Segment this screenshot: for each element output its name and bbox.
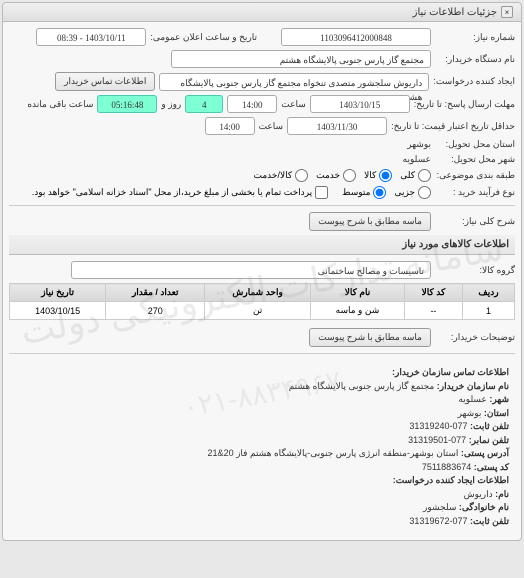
public-time-label: تاریخ و ساعت اعلان عمومی: [150,32,257,43]
panel-header: × جزئیات اطلاعات نیاز [3,3,521,22]
cell-row: 1 [463,302,515,320]
radio-kala-khedmat[interactable]: کالا/خدمت [254,169,309,182]
group-field: تاسیسات و مصالح ساختمانی [71,261,431,279]
cell-date: 1403/10/15 [10,302,106,320]
th-qty: تعداد / مقدار [106,284,205,302]
process-radio-group: جزیی متوسط [342,186,431,199]
lname-label: نام خانوادگی: [459,502,509,512]
valid-time-label: ساعت [259,121,284,132]
name-label: نام: [495,489,509,499]
valid-time-field: 14:00 [205,117,255,135]
public-time-field: 1403/10/11 - 08:39 [36,28,146,46]
remain-label: ساعت باقی مانده [27,99,93,110]
city-label: شهر: [489,394,509,404]
deadline-date-field: 1403/10/15 [310,95,410,113]
deadline-time-label: ساعت [281,99,306,110]
deliver-state-value: بوشهر [407,139,431,150]
radio-all[interactable]: کلی [400,169,431,182]
details-panel: × جزئیات اطلاعات نیاز شماره نیاز: 110309… [2,2,522,541]
th-row: ردیف [463,284,515,302]
process-label: نوع فرآیند خرید : [435,187,515,198]
category-label: طبقه بندی موضوعی: [435,170,515,181]
group-label: گروه کالا: [435,265,515,276]
cell-qty: 270 [106,302,205,320]
cphone-value: 077-31319672 [409,516,467,526]
buyer-note-button[interactable]: ماسه مطابق با شرح پیوست [309,328,431,347]
contact-button[interactable]: اطلاعات تماس خریدار [55,72,155,91]
days-label: روز و [161,99,181,110]
deadline-time-field: 14:00 [227,95,277,113]
cell-name: شن و ماسه [311,302,405,320]
deadline-to-label: مهلت ارسال پاسخ: تا تاریخ: [414,99,515,110]
fax-label: تلفن نمابر: [469,435,509,445]
items-section-title: اطلاعات کالاهای مورد نیاز [9,235,515,255]
valid-date-field: 1403/11/30 [287,117,387,135]
post-label: کد پستی: [474,462,509,472]
addr-label: آدرس پستی: [461,448,509,458]
cphone-label: تلفن ثابت: [470,516,509,526]
valid-to-label: حداقل تاریخ اعتبار قیمت: تا تاریخ: [391,121,515,132]
buyer-note-label: توضیحات خریدار: [435,332,515,343]
phone-value: 077-31319240 [409,421,467,431]
post-value: 7511883674 [422,462,471,472]
city-value: عسلویه [458,394,486,404]
cell-unit: تن [205,302,311,320]
creator-title: اطلاعات ایجاد کننده درخواست: [393,475,509,485]
creator-field: داریوش سلجشور متصدی تنخواه مجتمع گاز پار… [159,73,429,91]
addr-value: استان بوشهر-منطقه انرژی پارس جنوبی-پالای… [208,448,459,458]
buyer-field: مجتمع گاز پارس جنوبی پالایشگاه هشتم [171,50,431,68]
org-value: مجتمع گاز پارس جنوبی پالایشگاه هشتم [289,381,435,391]
table-row[interactable]: 1 -- شن و ماسه تن 270 1403/10/15 [10,302,515,320]
fax-value: 077-31319501 [408,435,466,445]
contact-title: اطلاعات تماس سازمان خریدار: [392,367,509,377]
lname-value: سلجشور [423,502,456,512]
niaz-no-field: 1103096412000848 [281,28,431,46]
deliver-city-label: شهر محل تحویل: [435,154,515,165]
need-title-label: شرح کلی نیاز: [435,216,515,227]
state-label: استان: [484,408,509,418]
panel-title: جزئیات اطلاعات نیاز [413,7,497,18]
table-header-row: ردیف کد کالا نام کالا واحد شمارش تعداد /… [10,284,515,302]
deliver-city-value: عسلویه [403,154,431,165]
radio-medium[interactable]: متوسط [342,186,386,199]
state-value: بوشهر [458,408,482,418]
radio-kala[interactable]: کالا [364,169,392,182]
items-table: ردیف کد کالا نام کالا واحد شمارش تعداد /… [9,283,515,320]
collapse-icon[interactable]: × [501,6,513,18]
radio-small[interactable]: جزیی [394,186,431,199]
category-radio-group: کلی کالا خدمت کالا/خدمت [254,169,432,182]
name-value: داریوش [464,489,493,499]
checkbox-treasury[interactable]: پرداخت تمام یا بخشی از مبلغ خرید،از محل … [32,186,328,199]
creator-label: ایجاد کننده درخواست: [433,76,515,87]
radio-khedmat[interactable]: خدمت [316,169,356,182]
th-date: تاریخ نیاز [10,284,106,302]
niaz-no-label: شماره نیاز: [435,32,515,43]
th-unit: واحد شمارش [205,284,311,302]
th-code: کد کالا [404,284,462,302]
contact-info-block: اطلاعات تماس سازمان خریدار: نام سازمان خ… [9,360,515,534]
time-remaining-field: 05:16:48 [97,95,157,113]
days-remaining-field: 4 [185,95,223,113]
phone-label: تلفن ثابت: [470,421,509,431]
buyer-label: نام دستگاه خریدار: [435,54,515,65]
need-title-button[interactable]: ماسه مطابق با شرح پیوست [309,212,431,231]
th-name: نام کالا [311,284,405,302]
cell-code: -- [404,302,462,320]
org-label: نام سازمان خریدار: [437,381,509,391]
deliver-state-label: استان محل تحویل: [435,139,515,150]
